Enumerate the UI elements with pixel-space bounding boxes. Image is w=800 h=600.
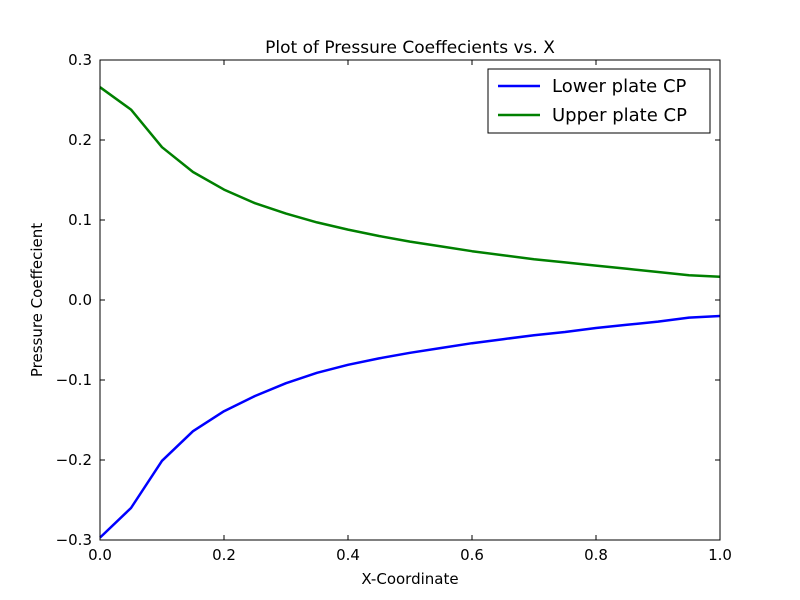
x-tick-label: 0.8 (584, 546, 608, 564)
legend-label-lower-plate: Lower plate CP (552, 76, 687, 97)
chart-title: Plot of Pressure Coeffecients vs. X (265, 38, 555, 58)
x-axis-label: X-Coordinate (361, 570, 458, 588)
x-tick-label: 0.6 (460, 546, 484, 564)
legend-box (487, 68, 711, 134)
y-tick-label: 0.2 (68, 131, 92, 149)
series-layer (99, 86, 721, 539)
y-tick-label: −0.2 (56, 451, 92, 469)
y-tick-label: −0.3 (56, 531, 92, 549)
y-tick-label: 0.3 (68, 51, 92, 69)
y-axis-label: Pressure Coeffecient (28, 223, 46, 377)
x-tick-label: 0.4 (336, 546, 360, 564)
series-line-lower-plate-cp (99, 314, 721, 539)
ticks-layer: 0.0 0.2 0.4 0.6 0.8 1.0 0.3 0.2 0.1 0.0 −0.1 −0.2 −0… (56, 51, 732, 564)
legend-label-upper-plate: Upper plate CP (552, 105, 687, 126)
series-line-upper-plate-cp (99, 86, 721, 279)
plot-area-frame (99, 59, 721, 541)
x-tick-label: 0.0 (88, 546, 112, 564)
y-tick-label: −0.1 (56, 371, 92, 389)
y-tick-label: 0.1 (68, 211, 92, 229)
y-tick-label: 0.0 (68, 291, 92, 309)
legend: Lower plate CP Upper plate CP (487, 68, 711, 134)
x-tick-label: 0.2 (212, 546, 236, 564)
x-tick-label: 1.0 (708, 546, 732, 564)
